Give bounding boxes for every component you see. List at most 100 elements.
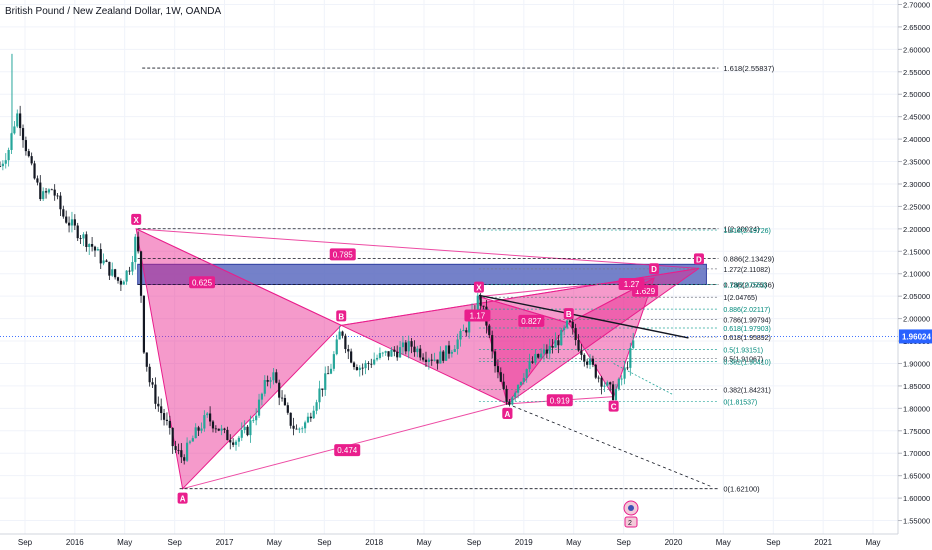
candle-body (171, 427, 174, 447)
candle-body (370, 363, 373, 365)
candle-body (157, 403, 160, 407)
fib-label: 1.13(2.07553) (723, 283, 767, 290)
time-tick-label: Sep (317, 538, 332, 547)
candle-body (183, 457, 186, 461)
time-tick-label: Sep (617, 538, 632, 547)
price-tick-label: 2.35000 (903, 158, 930, 167)
candle-body (292, 425, 295, 429)
fib-label: 0.886(2.13429) (723, 254, 774, 263)
candle-body (427, 359, 430, 362)
candle-body (24, 140, 28, 152)
time-tick-label: May (267, 538, 282, 547)
candle-body (168, 420, 171, 428)
current-price-label: 1.96024 (902, 332, 931, 341)
pattern-leg (478, 296, 569, 324)
candle-body (327, 373, 330, 375)
pattern-point-label: A (504, 410, 510, 419)
candle-body (401, 342, 405, 348)
projection-line (613, 363, 674, 396)
candle-body (13, 126, 16, 134)
candle-body (321, 388, 324, 390)
price-tick-label: 2.30000 (903, 180, 930, 189)
candle-body (82, 234, 85, 239)
fib-label: 0(1.62100) (723, 485, 760, 494)
candle-body (249, 420, 252, 436)
candle-body (85, 234, 88, 248)
price-axis[interactable]: 2.70000 2.65000 2.60000 2.55000 2.50000 2.450… (897, 0, 932, 534)
fib-label: 0(1.81537) (723, 399, 757, 406)
candle-body (73, 219, 76, 226)
ratio-label: 0.827 (521, 317, 542, 326)
candle-body (36, 178, 39, 183)
candle-body (240, 430, 243, 438)
candle-body (93, 246, 97, 251)
candle-body (563, 327, 566, 331)
svg-text:2: 2 (628, 520, 632, 527)
candle-body (180, 450, 183, 458)
candle-body (125, 270, 128, 282)
candle-body (586, 361, 589, 365)
candle-body (468, 319, 471, 333)
candle-body (355, 367, 358, 371)
candle-body (214, 428, 217, 430)
candle-body (378, 353, 382, 358)
candle-body (597, 377, 600, 379)
trendline[interactable] (478, 294, 689, 339)
candle-body (10, 133, 13, 150)
candle-body (373, 359, 376, 365)
candle-body (260, 393, 264, 400)
candle-body (62, 209, 65, 217)
candle-body (433, 359, 436, 361)
candle-body (580, 350, 583, 355)
price-tick-label: 2.05000 (903, 292, 930, 301)
candle-body (606, 382, 609, 386)
candle-body (398, 347, 402, 358)
candle-body (30, 156, 33, 164)
fib-label: 0.786(2.07636) (723, 280, 774, 289)
candle-body (551, 346, 554, 348)
fib-label: 0.886(2.02117) (723, 307, 770, 314)
candle-body (59, 195, 62, 210)
pattern-point-badge (649, 263, 660, 275)
candle-body (114, 269, 117, 278)
candle-body (387, 351, 390, 357)
pattern-point-badge (473, 281, 484, 293)
candle-body (200, 428, 203, 431)
fib-label: 0.5(1.91067) (723, 357, 763, 364)
candle-body (430, 359, 433, 361)
pattern-leg (135, 228, 342, 326)
candle-body (160, 406, 163, 414)
candle-body (206, 413, 209, 416)
candle-body (407, 341, 410, 352)
resistance-trendline[interactable] (478, 294, 689, 339)
ratio-badge (189, 276, 216, 289)
candle-body (217, 428, 220, 431)
time-axis[interactable]: Sep 2016 May Sep 2017 May Sep 2018 May Sep 2019 May… (0, 533, 932, 550)
candle-body (367, 363, 370, 364)
price-tick-label: 2.45000 (903, 113, 930, 122)
ratio-label: 0.919 (550, 396, 571, 405)
candle-body (623, 367, 626, 379)
candle-body (632, 340, 635, 349)
candle-body (505, 388, 508, 402)
candle-body (209, 413, 212, 422)
pattern-point-label: X (476, 284, 482, 293)
candle-body (280, 397, 284, 399)
candle-body (511, 397, 514, 405)
candle-body (79, 238, 82, 239)
candle-body (252, 420, 255, 422)
time-tick-label: May (117, 538, 132, 547)
candle-body (50, 189, 53, 191)
candle-body (445, 345, 448, 361)
candle-body (91, 244, 94, 247)
pattern-point-badge (131, 213, 142, 225)
candle-body (361, 367, 364, 369)
candle-body (151, 382, 154, 385)
candle-body (70, 219, 74, 226)
ratio-label: 0.785 (333, 250, 354, 259)
candle-body (318, 388, 321, 403)
candle-body (237, 437, 240, 442)
candle-body (102, 260, 105, 264)
candle-body (479, 295, 482, 306)
